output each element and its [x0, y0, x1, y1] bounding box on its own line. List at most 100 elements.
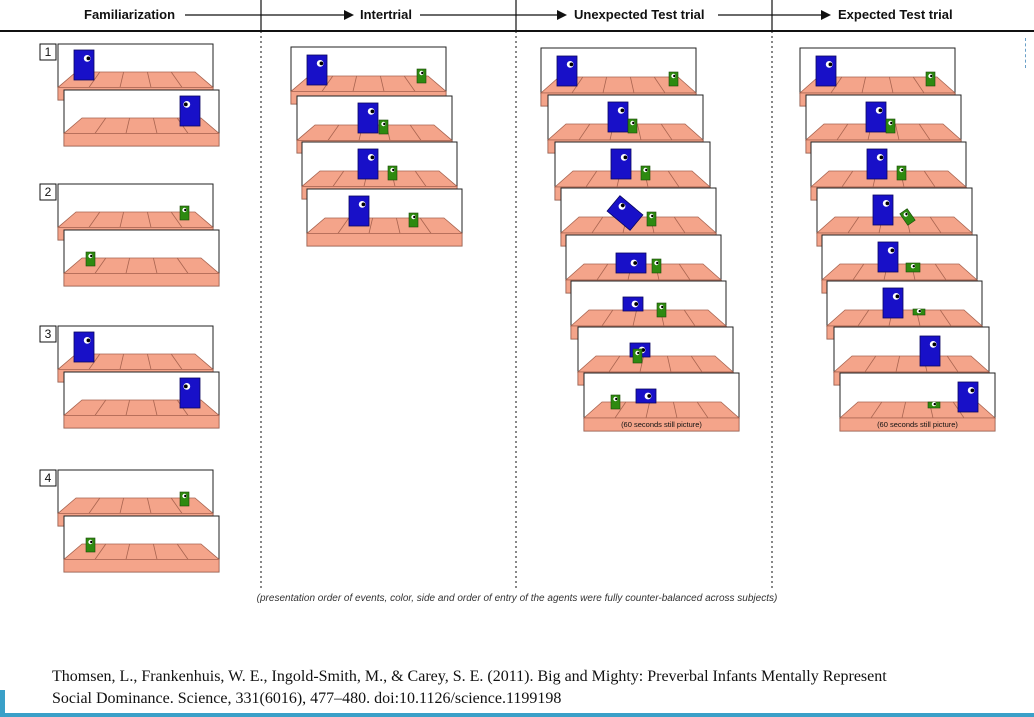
floor-line [696, 401, 709, 419]
floor-line [601, 309, 614, 327]
floor-line [637, 123, 642, 141]
big-agent-icon [348, 195, 370, 227]
floor-line [836, 123, 849, 141]
big-agent-icon [877, 241, 899, 273]
floor-line [645, 401, 650, 419]
small-agent-icon [885, 118, 896, 134]
stage-floor-top [553, 170, 712, 188]
big-agent-icon [882, 287, 904, 319]
floor-line [683, 309, 696, 327]
floor-line [591, 216, 604, 234]
big-agent-icon [622, 296, 644, 312]
floor-line [125, 543, 130, 560]
familiarization-number: 1 [39, 43, 57, 61]
floor-line [88, 497, 101, 514]
floor-line [667, 355, 672, 373]
familiarization-number: 4 [39, 469, 57, 487]
floor-line [337, 217, 350, 234]
floor-line [895, 123, 900, 141]
familiarization-number: 3 [39, 325, 57, 343]
stage-floor-front [583, 417, 740, 432]
stage-floor-front [63, 272, 220, 287]
stage-floor-top [576, 355, 735, 373]
citation-line-2: Social Dominance. Science, 331(6016), 47… [52, 690, 562, 707]
floor-line [409, 124, 422, 141]
floor-line [841, 170, 854, 188]
stage-floor-front [63, 559, 220, 573]
small-agent-icon [925, 71, 936, 87]
floor-line [153, 117, 158, 134]
floor-line [578, 123, 591, 141]
small-agent-icon [632, 348, 643, 364]
floor-line [119, 71, 124, 88]
big-agent-icon [357, 148, 379, 180]
floor-line [673, 401, 678, 419]
svg-text:3: 3 [45, 327, 52, 341]
big-agent-icon [73, 331, 95, 363]
small-agent-icon [627, 118, 638, 134]
small-agent-icon [651, 258, 662, 274]
stage-floor-top [300, 170, 459, 187]
floor-line [153, 543, 158, 560]
floor-line [923, 170, 936, 188]
floor-line [939, 309, 952, 327]
floor-line [125, 257, 130, 274]
big-agent-icon [607, 101, 629, 133]
floor-line [119, 211, 124, 228]
floor-line [332, 170, 345, 187]
floor-line [630, 76, 635, 94]
phase-label: Expected Test trial [838, 7, 953, 22]
small-agent-icon [899, 208, 916, 226]
floor-line [88, 353, 101, 370]
scene-frame [305, 188, 464, 247]
floor-line [170, 497, 183, 514]
small-agent-icon [646, 211, 657, 227]
svg-text:4: 4 [45, 471, 52, 485]
scene-frame [582, 372, 741, 432]
floor-line [571, 76, 584, 94]
small-agent-icon [387, 165, 398, 181]
floor-line [602, 76, 607, 94]
left-edge-marker [0, 690, 5, 717]
floor-line [94, 117, 107, 134]
stage-floor-top [832, 355, 991, 373]
phase-label: Intertrial [360, 7, 412, 22]
floor-line [176, 543, 189, 560]
stage-floor-front [306, 232, 463, 247]
small-agent-icon [668, 71, 679, 87]
floor-line [88, 211, 101, 228]
floor-line [585, 170, 598, 188]
counterbalance-caption: (presentation order of events, color, si… [256, 593, 778, 604]
stage-floor-top [569, 309, 728, 327]
floor-line [170, 353, 183, 370]
floor-line [94, 257, 107, 274]
floor-line [94, 399, 107, 416]
small-agent-icon [610, 394, 621, 410]
floor-line [889, 76, 894, 94]
floor-line [352, 75, 357, 92]
small-agent-icon [927, 401, 941, 409]
phase-label: Unexpected Test trial [574, 7, 705, 22]
floor-line [895, 355, 900, 373]
big-agent-icon [865, 101, 887, 133]
floor-line [946, 355, 959, 373]
big-agent-icon [635, 388, 657, 404]
familiarization-number: 2 [39, 183, 57, 201]
small-agent-icon [378, 119, 389, 135]
floor-line [660, 123, 673, 141]
bottom-accent-bar [0, 713, 1034, 717]
small-agent-icon [640, 165, 651, 181]
floor-line [870, 401, 883, 419]
floor-line [94, 543, 107, 560]
floor-line [170, 211, 183, 228]
floor-line [125, 117, 130, 134]
scene-frame [62, 515, 221, 573]
floor-line [653, 76, 666, 94]
floor-line [912, 76, 925, 94]
floor-line [176, 257, 189, 274]
floor-line [667, 170, 680, 188]
svg-text:1: 1 [45, 45, 52, 59]
floor-line [857, 309, 870, 327]
floor-line [170, 71, 183, 88]
